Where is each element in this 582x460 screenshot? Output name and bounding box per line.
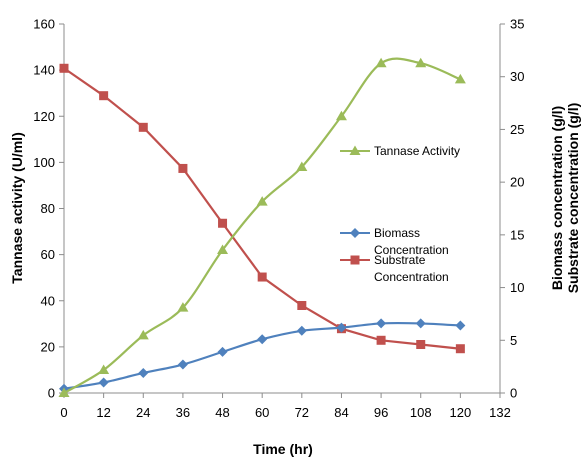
- data-point-biomass-concentration: [296, 325, 307, 336]
- y-right-tick-label: 15: [510, 227, 524, 242]
- x-tick-label: 96: [374, 405, 388, 420]
- x-tick-label: 60: [255, 405, 269, 420]
- data-point-tannase-activity: [137, 329, 149, 340]
- x-tick-label: 132: [489, 405, 511, 420]
- data-point-tannase-activity: [375, 57, 387, 68]
- data-point-biomass-concentration: [415, 318, 426, 329]
- data-point-substrate-concentration: [257, 272, 267, 282]
- data-point-substrate-concentration: [416, 340, 426, 350]
- y-left-tick-label: 160: [33, 17, 55, 32]
- x-tick-label: 48: [215, 405, 229, 420]
- data-point-tannase-activity: [256, 196, 268, 206]
- legend-label-line: Tannase Activity: [374, 144, 460, 158]
- legend-marker-biomass-concentration: [350, 228, 360, 238]
- data-point-biomass-concentration: [177, 359, 188, 370]
- x-tick-label: 108: [410, 405, 432, 420]
- data-point-substrate-concentration: [376, 335, 386, 345]
- series-tannase-activity: [58, 57, 466, 397]
- legend-label-line: Concentration: [374, 270, 449, 284]
- x-tick-label: 120: [450, 405, 472, 420]
- y-right-tick-label: 5: [510, 333, 517, 348]
- legend-label-substrate-concentration: Substrate Concentration: [374, 253, 449, 284]
- data-point-substrate-concentration: [297, 300, 307, 310]
- data-point-biomass-concentration: [455, 320, 466, 331]
- x-tick-label: 0: [60, 405, 67, 420]
- data-point-substrate-concentration: [59, 63, 69, 73]
- data-point-biomass-concentration: [217, 346, 228, 357]
- legend-item-biomass-concentration: Biomass Concentration: [340, 226, 449, 257]
- legend-label-line: Biomass: [374, 226, 420, 240]
- x-tick-label: 84: [334, 405, 348, 420]
- y-left-tick-label: 60: [41, 247, 55, 262]
- legend-label-line: Substrate: [374, 253, 426, 267]
- y-axis-left-title: Tannase activity (U/ml): [9, 132, 25, 283]
- y-left-tick-label: 20: [41, 339, 55, 354]
- legend-label-tannase-activity: Tannase Activity: [374, 144, 460, 158]
- x-tick-label: 12: [96, 405, 110, 420]
- data-point-biomass-concentration: [376, 318, 387, 329]
- y-right-tick-label: 30: [510, 69, 524, 84]
- data-point-tannase-activity: [415, 57, 427, 68]
- data-point-biomass-concentration: [98, 377, 109, 388]
- y-left-tick-label: 0: [48, 386, 55, 401]
- legend-label-biomass-concentration: Biomass Concentration: [374, 226, 449, 257]
- data-point-biomass-concentration: [336, 322, 347, 333]
- data-point-tannase-activity: [296, 161, 308, 171]
- chart-axes: 0 20 40 60 80 100 120 140 160 0 5 10 15 20 25 30 35 0 12 24…: [33, 17, 524, 421]
- data-point-substrate-concentration: [218, 218, 228, 228]
- data-point-tannase-activity: [454, 73, 466, 84]
- series-line-substrate-concentration: [63, 67, 461, 350]
- data-point-tannase-activity: [177, 302, 189, 312]
- legend-item-substrate-concentration: Substrate Concentration: [340, 253, 449, 284]
- data-point-biomass-concentration: [138, 367, 149, 378]
- data-point-substrate-concentration: [99, 91, 109, 101]
- data-point-substrate-concentration: [178, 163, 188, 173]
- x-axis-title: Time (hr): [253, 441, 313, 457]
- y-right-tick-label: 35: [510, 17, 524, 32]
- y-axis-right-title-substrate: Substrate concentration (g/l): [565, 103, 581, 294]
- legend-marker-tannase-activity: [349, 145, 361, 155]
- data-point-substrate-concentration: [138, 122, 148, 132]
- y-right-tick-label: 20: [510, 175, 524, 190]
- y-left-tick-label: 120: [33, 109, 55, 124]
- x-tick-label: 36: [176, 405, 190, 420]
- data-point-tannase-activity: [335, 110, 347, 121]
- x-tick-label: 72: [295, 405, 309, 420]
- data-point-substrate-concentration: [455, 344, 465, 354]
- legend-item-tannase-activity: Tannase Activity: [340, 144, 460, 158]
- y-right-tick-label: 25: [510, 122, 524, 137]
- data-point-tannase-activity: [58, 387, 70, 397]
- y-left-tick-label: 140: [33, 63, 55, 78]
- data-point-tannase-activity: [98, 364, 110, 374]
- series-substrate-concentration: [59, 63, 465, 354]
- legend-marker-substrate-concentration: [350, 255, 360, 265]
- series-line-biomass-concentration: [63, 321, 461, 390]
- chart-series: [58, 57, 466, 397]
- data-point-tannase-activity: [217, 244, 229, 255]
- data-point-biomass-concentration: [257, 334, 268, 345]
- x-tick-label: 24: [136, 405, 150, 420]
- y-axis-right-title-biomass: Biomass concentration (g/l): [549, 106, 565, 290]
- y-left-tick-label: 100: [33, 155, 55, 170]
- y-right-tick-label: 0: [510, 386, 517, 401]
- y-left-tick-label: 40: [41, 293, 55, 308]
- y-left-tick-label: 80: [41, 201, 55, 216]
- legend-label-line: Concentration: [374, 243, 449, 257]
- y-right-tick-label: 10: [510, 280, 524, 295]
